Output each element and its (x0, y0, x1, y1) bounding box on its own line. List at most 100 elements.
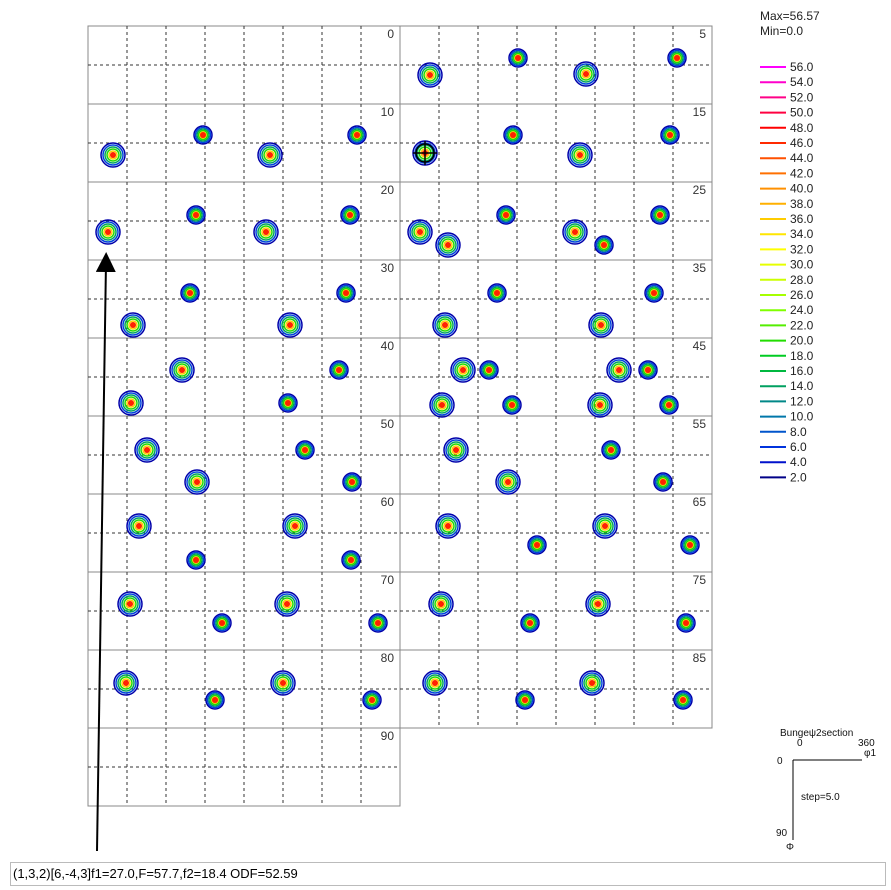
legend-label: 30.0 (790, 258, 814, 272)
peak-contour (506, 128, 520, 142)
peak (117, 591, 143, 617)
peak (503, 125, 523, 145)
peak-contour (257, 142, 283, 168)
peak-contour (299, 444, 311, 456)
peak-contour (456, 363, 470, 377)
peak (329, 360, 349, 380)
peak-core (598, 322, 604, 328)
peak-contour (415, 227, 425, 237)
peak (347, 125, 367, 145)
peak-contour (571, 146, 589, 164)
peak-core (657, 212, 663, 218)
peak-core (683, 620, 689, 626)
peak-contour (134, 437, 160, 463)
peak-contour (511, 51, 525, 65)
peak (567, 142, 593, 168)
legend-label: 14.0 (790, 379, 814, 393)
peak-contour (341, 550, 361, 570)
peak-contour (270, 670, 296, 696)
peak-contour (186, 205, 206, 225)
peak-core (680, 697, 686, 703)
peak-contour (213, 614, 231, 632)
peak-contour (577, 65, 595, 83)
peak-contour (187, 551, 205, 569)
peak (653, 472, 673, 492)
peak-contour (608, 359, 630, 381)
peak-core (128, 400, 134, 406)
peak-contour (279, 394, 297, 412)
peak-contour (171, 359, 193, 381)
peak-core (263, 229, 269, 235)
peak-contour (596, 320, 606, 330)
peak-contour (451, 445, 461, 455)
peak-contour (527, 535, 547, 555)
selected-orientation-marker[interactable] (413, 141, 437, 165)
peak-contour (119, 593, 141, 615)
peak-core (287, 322, 293, 328)
peak-contour (190, 475, 204, 489)
peak-contour (175, 363, 189, 377)
peak-contour (337, 284, 355, 302)
peak (579, 670, 605, 696)
peak (435, 513, 461, 539)
peak-contour (282, 599, 292, 609)
peak-contour (434, 314, 456, 336)
peak-contour (106, 148, 120, 162)
section-label: 20 (381, 183, 395, 197)
legend-label: 20.0 (790, 334, 814, 348)
peak-contour (101, 225, 115, 239)
peak-contour (645, 284, 663, 302)
peak-contour (332, 363, 346, 377)
peak-contour (644, 283, 664, 303)
status-bar[interactable]: (1,3,2)[6,-4,3]f1=27.0,F=57.7,f2=18.4 OD… (10, 862, 886, 886)
peak-contour (585, 591, 611, 617)
peak-contour (281, 396, 295, 410)
peak-contour (433, 396, 451, 414)
peak (341, 550, 361, 570)
peak (186, 205, 206, 225)
peak-contour (130, 517, 148, 535)
peak (673, 690, 693, 710)
peak-contour (509, 49, 527, 67)
peak (336, 283, 356, 303)
peak-contour (677, 614, 695, 632)
peak-contour (372, 617, 384, 629)
peak-contour (280, 597, 294, 611)
peak-contour (329, 360, 349, 380)
peak-contour (583, 674, 601, 692)
peak-contour (497, 206, 515, 224)
peak (594, 235, 614, 255)
peak-contour (604, 443, 618, 457)
peak-contour (575, 63, 597, 85)
legend-label: 28.0 (790, 273, 814, 287)
peak-core (534, 542, 540, 548)
legend-label: 22.0 (790, 318, 814, 332)
peak (277, 312, 303, 338)
peak (638, 360, 658, 380)
peak-contour (589, 595, 607, 613)
peak-contour (347, 125, 367, 145)
peak-contour (670, 51, 684, 65)
peak-core (127, 601, 133, 607)
peak (573, 61, 599, 87)
peak-contour (128, 515, 150, 537)
legend-label: 38.0 (790, 197, 814, 211)
peak-contour (502, 395, 522, 415)
peak-contour (566, 223, 584, 241)
peak-contour (650, 205, 670, 225)
peak-contour (100, 142, 126, 168)
peak-contour (592, 316, 610, 334)
peak-core (602, 523, 608, 529)
peak-contour (136, 439, 158, 461)
peak-contour (429, 392, 455, 418)
peak-contour (676, 613, 696, 633)
peak (443, 437, 469, 463)
peak-contour (569, 144, 591, 166)
peak-contour (500, 209, 512, 221)
peak-contour (113, 670, 139, 696)
peak-contour (132, 519, 146, 533)
peak-contour (368, 613, 388, 633)
peak-contour (180, 283, 200, 303)
peak-core (187, 290, 193, 296)
section-label: 55 (693, 417, 707, 431)
